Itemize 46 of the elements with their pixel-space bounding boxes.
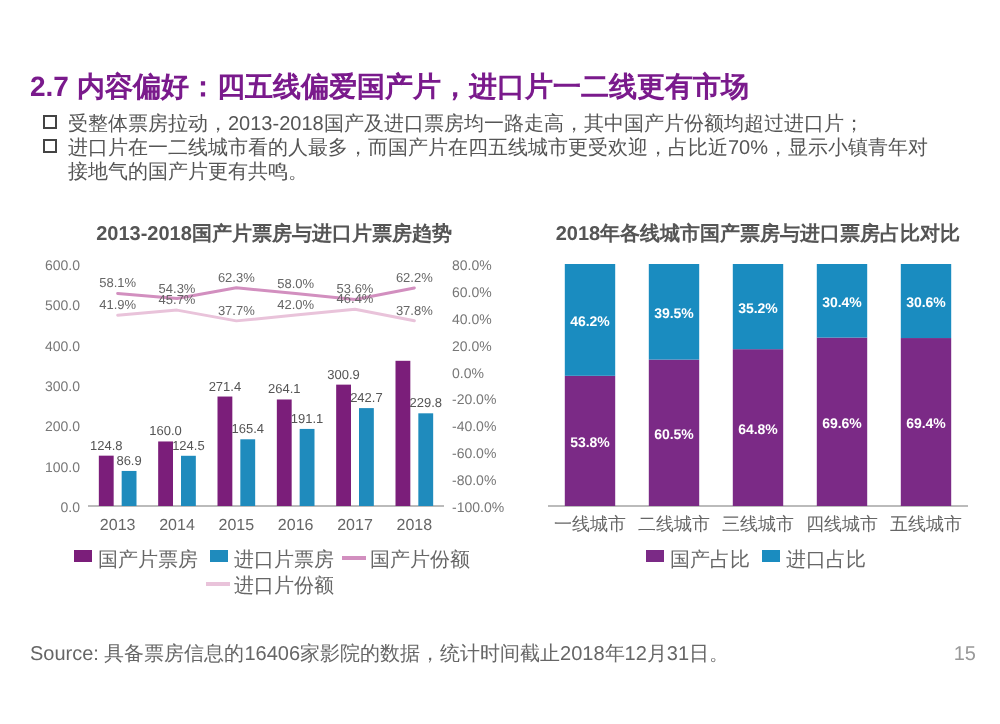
x-tick-label: 四线城市 <box>806 514 878 534</box>
bar <box>240 439 256 506</box>
bar <box>732 349 784 506</box>
legend-label: 国产片票房 <box>98 548 198 572</box>
bar <box>418 413 434 506</box>
bar <box>900 264 952 339</box>
bar <box>158 441 173 506</box>
x-tick-label: 2013 <box>99 516 137 534</box>
text: 15 <box>953 644 977 666</box>
bar <box>121 470 137 506</box>
bar <box>276 399 292 506</box>
legend-label: 进口占比 <box>786 548 866 572</box>
chart-title: 2018年各线城市国产票房与进口票房占比对比 <box>555 222 961 246</box>
bar <box>336 384 351 506</box>
bar <box>217 396 233 506</box>
bar <box>181 455 196 506</box>
legend-label: 国产片份额 <box>370 548 470 572</box>
bar <box>299 428 315 506</box>
legend-label: 进口片票房 <box>234 548 334 572</box>
bar <box>564 375 616 506</box>
x-tick-label: 五线城市 <box>890 514 962 534</box>
bar <box>816 337 868 506</box>
bar <box>395 360 411 506</box>
x-tick-label: 三线城市 <box>722 514 794 534</box>
x-tick-label: 2018 <box>396 516 434 534</box>
text: 2.7 内容偏好：四五线偏爱国产片，进口片一二线更有市场 <box>30 70 749 102</box>
legend-label: 进口片份额 <box>234 574 334 598</box>
bar <box>816 264 868 338</box>
bar <box>732 264 784 350</box>
text: 受整体票房拉动，2013-2018国产及进口票房均一路走高，其中国产片份额均超过进口片； <box>68 112 864 136</box>
x-tick-label: 二线城市 <box>638 514 710 534</box>
x-tick-label: 2016 <box>277 516 315 534</box>
x-tick-label: 2017 <box>337 516 374 534</box>
x-tick-label: 一线城市 <box>554 514 626 534</box>
text: 进口片在一二线城市看的人最多，而国产片在四五线城市更受欢迎，占比近70%，显示小镇青年对接地气的国产片更有共鸣。 <box>68 136 929 184</box>
bar <box>564 264 616 376</box>
source-note: Source: 具备票房信息的16406家影院的数据，统计时间截止2018年12月31日。 <box>30 642 730 666</box>
x-tick-label: 2014 <box>159 516 196 534</box>
legend-label: 国产占比 <box>670 548 750 572</box>
chart-title: 2013-2018国产片票房与进口片票房趋势 <box>96 222 452 246</box>
bar <box>359 408 374 506</box>
x-tick-label: 2015 <box>218 516 256 534</box>
bar <box>648 264 700 360</box>
bar <box>900 338 952 506</box>
bar <box>648 359 700 506</box>
bar <box>98 455 114 506</box>
